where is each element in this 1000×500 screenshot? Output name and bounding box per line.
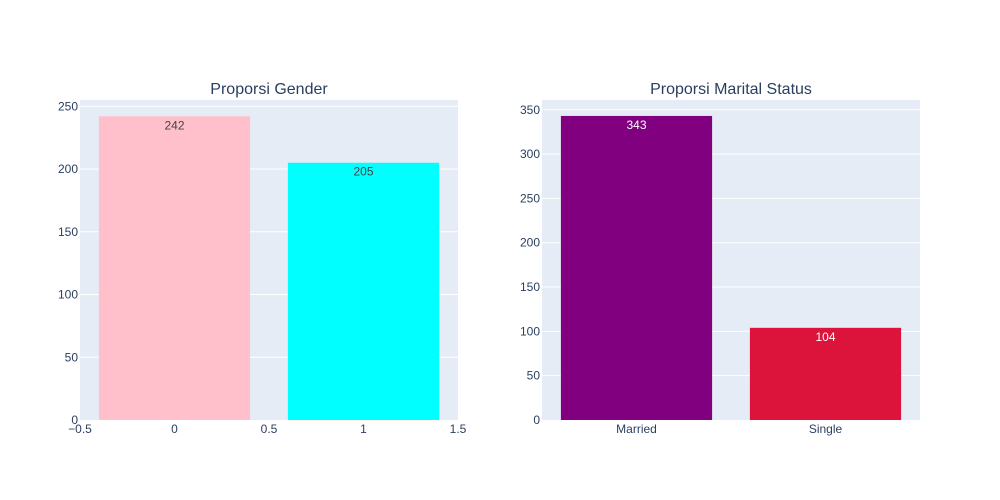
marital-status-y-tick-label: 350	[520, 103, 540, 117]
gender-y-tick-label: 100	[58, 288, 78, 302]
marital-status-chart: 0 50 100 150 200 250 300 350 343 104 Married Single…	[520, 81, 920, 436]
marital-status-y-tick-label: 300	[520, 147, 540, 161]
gender-y-tick-label: 200	[58, 162, 78, 176]
gender-x-tick-label: 1	[360, 422, 367, 436]
marital-status-bar[interactable]	[749, 327, 902, 420]
gender-x-tick-label: 1.5	[450, 422, 467, 436]
marital-status-y-tick-label: 50	[527, 369, 541, 383]
gender-x-tick-label: 0.5	[261, 422, 278, 436]
marital-status-x-tick-label: Single	[809, 422, 843, 436]
gender-x-tick-label: 0	[171, 422, 178, 436]
marital-status-bar-value-label: 104	[815, 330, 835, 344]
gender-bar[interactable]	[287, 162, 440, 420]
marital-status-x-tick-label: Married	[616, 422, 657, 436]
gender-chart-title: Proporsi Gender	[210, 81, 328, 98]
marital-status-y-tick-label: 0	[533, 413, 540, 427]
gender-y-tick-label: 0	[71, 413, 78, 427]
gender-y-tick-label: 150	[58, 225, 78, 239]
marital-status-y-tick-label: 100	[520, 324, 540, 338]
marital-status-bar[interactable]	[560, 115, 713, 420]
marital-status-y-tick-label: 150	[520, 280, 540, 294]
marital-status-chart-title: Proporsi Marital Status	[650, 81, 812, 98]
gender-x-tick-label: −0.5	[68, 422, 92, 436]
gender-y-tick-label: 250	[58, 99, 78, 113]
gender-bar-value-label: 205	[353, 165, 373, 179]
gender-bar-value-label: 242	[164, 118, 184, 132]
marital-status-y-tick-label: 250	[520, 191, 540, 205]
gender-y-tick-label: 50	[65, 350, 79, 364]
marital-status-bar-value-label: 343	[626, 118, 646, 132]
marital-status-y-tick-label: 200	[520, 236, 540, 250]
gender-bar[interactable]	[98, 116, 251, 421]
